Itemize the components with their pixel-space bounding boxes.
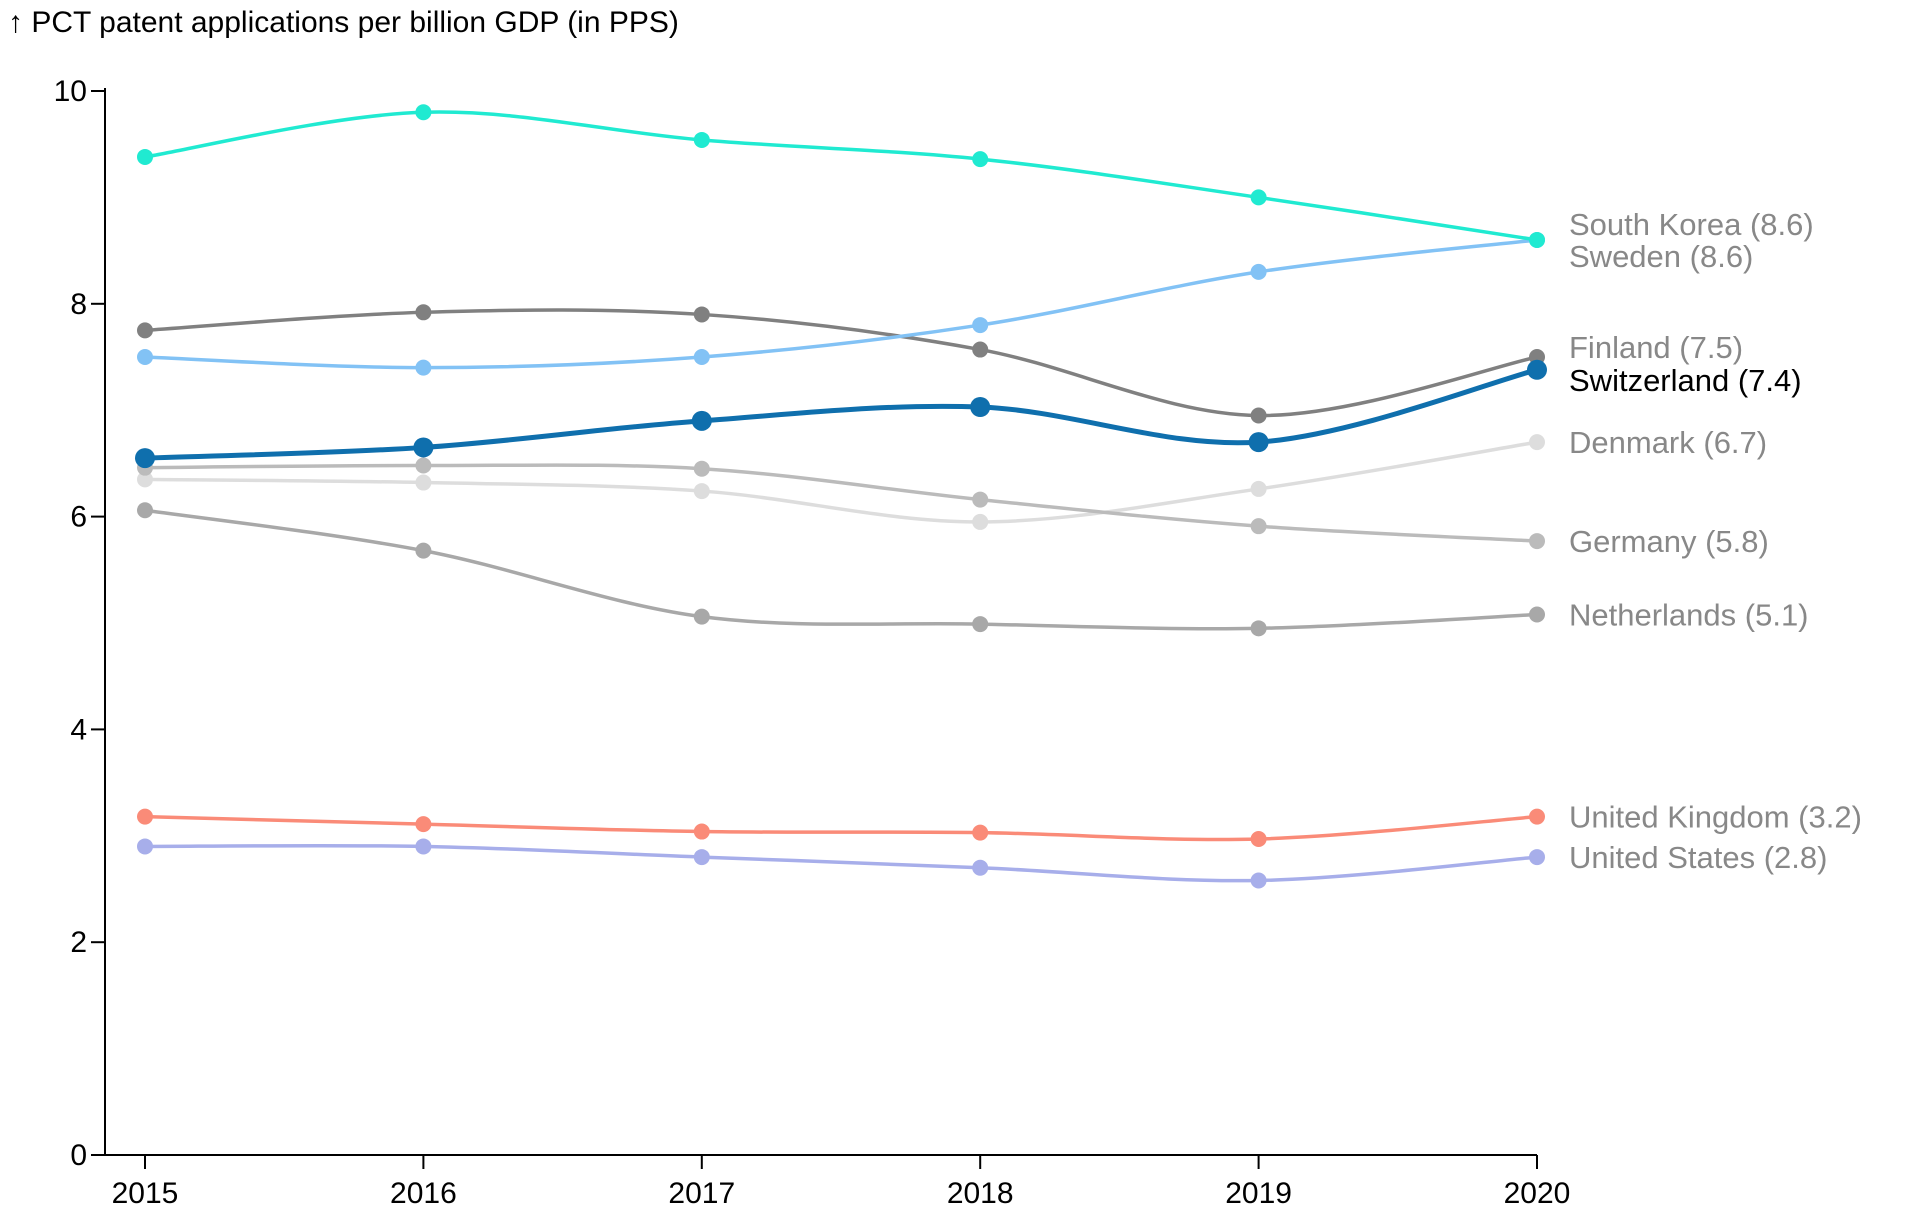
data-point-germany-2016 xyxy=(415,458,431,474)
series-line-finland xyxy=(145,310,1537,415)
data-point-netherlands-2020 xyxy=(1529,606,1545,622)
series-label-finland: Finland (7.5) xyxy=(1569,330,1743,365)
data-point-switzerland-2015 xyxy=(135,448,155,468)
x-axis: 2015 2016 2017 2018 2019 2020 xyxy=(105,1155,1570,1210)
data-point-south-korea-2015 xyxy=(137,149,153,165)
data-point-united-kingdom-2017 xyxy=(694,824,710,840)
series-label-switzerland: Switzerland (7.4) xyxy=(1569,363,1802,398)
data-point-sweden-2019 xyxy=(1251,264,1267,280)
data-point-south-korea-2018 xyxy=(972,151,988,167)
x-tick-label: 2017 xyxy=(668,1177,735,1210)
data-point-sweden-2017 xyxy=(694,349,710,365)
data-point-united-states-2017 xyxy=(694,849,710,865)
data-point-united-kingdom-2018 xyxy=(972,825,988,841)
data-point-denmark-2017 xyxy=(694,483,710,499)
series-labels: Denmark (6.7) Germany (5.8) Netherlands (5… xyxy=(1569,207,1862,875)
data-point-switzerland-2019 xyxy=(1249,432,1269,452)
data-point-finland-2015 xyxy=(137,322,153,338)
data-point-germany-2017 xyxy=(694,461,710,477)
data-point-netherlands-2018 xyxy=(972,616,988,632)
series-line-sweden xyxy=(145,240,1537,368)
data-point-switzerland-2017 xyxy=(692,411,712,431)
data-point-united-states-2019 xyxy=(1251,872,1267,888)
series-label-denmark: Denmark (6.7) xyxy=(1569,425,1767,460)
series-label-germany: Germany (5.8) xyxy=(1569,524,1769,559)
data-point-netherlands-2019 xyxy=(1251,620,1267,636)
data-point-denmark-2019 xyxy=(1251,481,1267,497)
data-point-germany-2018 xyxy=(972,492,988,508)
data-point-sweden-2018 xyxy=(972,317,988,333)
series-label-united-states: United States (2.8) xyxy=(1569,840,1827,875)
series-line-south-korea xyxy=(145,112,1537,240)
y-tick-label: 10 xyxy=(54,75,87,108)
y-tick-label: 4 xyxy=(70,713,87,746)
data-point-switzerland-2020 xyxy=(1527,360,1547,380)
data-point-south-korea-2017 xyxy=(694,132,710,148)
x-tick-label: 2016 xyxy=(390,1177,457,1210)
data-point-netherlands-2015 xyxy=(137,502,153,518)
data-point-netherlands-2017 xyxy=(694,609,710,625)
series-label-united-kingdom: United Kingdom (3.2) xyxy=(1569,800,1862,835)
x-tick-label: 2019 xyxy=(1225,1177,1292,1210)
y-tick-label: 6 xyxy=(70,501,87,534)
series-label-netherlands: Netherlands (5.1) xyxy=(1569,597,1809,632)
data-point-south-korea-2019 xyxy=(1251,189,1267,205)
data-point-switzerland-2016 xyxy=(413,437,433,457)
y-axis: 0 2 4 6 8 10 xyxy=(54,75,105,1172)
data-point-united-kingdom-2016 xyxy=(415,816,431,832)
series-label-south-korea: South Korea (8.6) xyxy=(1569,207,1814,242)
data-point-sweden-2015 xyxy=(137,349,153,365)
data-point-netherlands-2016 xyxy=(415,543,431,559)
data-point-united-states-2020 xyxy=(1529,849,1545,865)
data-point-south-korea-2016 xyxy=(415,104,431,120)
data-point-united-kingdom-2020 xyxy=(1529,809,1545,825)
y-tick-label: 8 xyxy=(70,288,87,321)
data-point-united-states-2018 xyxy=(972,860,988,876)
series-lines xyxy=(145,112,1537,881)
x-tick-label: 2015 xyxy=(112,1177,179,1210)
data-point-united-states-2016 xyxy=(415,838,431,854)
series-line-united-kingdom xyxy=(145,817,1537,840)
series-label-sweden: Sweden (8.6) xyxy=(1569,239,1753,274)
series-line-united-states xyxy=(145,846,1537,881)
x-tick-label: 2020 xyxy=(1504,1177,1571,1210)
data-point-united-states-2015 xyxy=(137,838,153,854)
data-point-germany-2019 xyxy=(1251,518,1267,534)
data-point-finland-2018 xyxy=(972,342,988,358)
x-tick-label: 2018 xyxy=(947,1177,1014,1210)
data-point-switzerland-2018 xyxy=(970,397,990,417)
data-point-united-kingdom-2019 xyxy=(1251,831,1267,847)
y-axis-title: ↑ PCT patent applications per billion GD… xyxy=(8,6,679,39)
data-point-denmark-2018 xyxy=(972,514,988,530)
data-point-finland-2017 xyxy=(694,306,710,322)
data-point-finland-2019 xyxy=(1251,408,1267,424)
data-point-finland-2016 xyxy=(415,304,431,320)
y-tick-label: 2 xyxy=(70,926,87,959)
data-point-denmark-2016 xyxy=(415,475,431,491)
data-point-denmark-2020 xyxy=(1529,434,1545,450)
data-point-germany-2020 xyxy=(1529,533,1545,549)
data-point-south-korea-2020 xyxy=(1529,232,1545,248)
data-point-united-kingdom-2015 xyxy=(137,809,153,825)
data-point-sweden-2016 xyxy=(415,360,431,376)
series-line-switzerland xyxy=(145,370,1537,458)
series-points xyxy=(135,104,1547,888)
y-tick-label: 0 xyxy=(70,1139,87,1172)
series-line-netherlands xyxy=(145,510,1537,628)
